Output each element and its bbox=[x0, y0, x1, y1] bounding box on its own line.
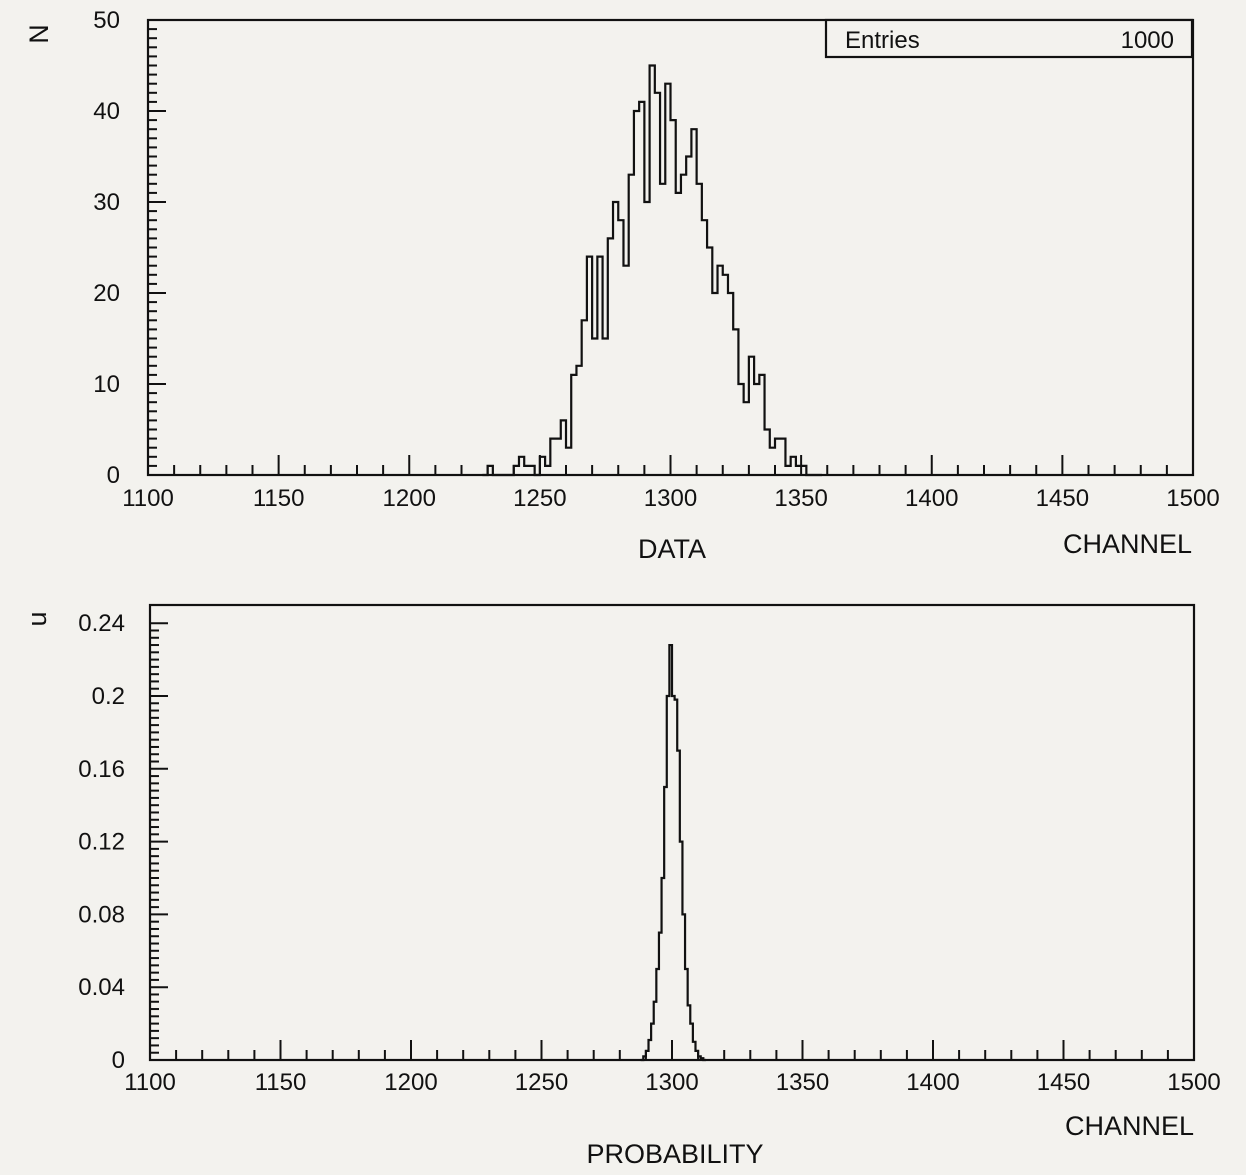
probability-histogram-panel: 1100 1150 1200 1250 1300 1350 1400 1450 1500 0 0.… bbox=[22, 603, 1221, 1169]
entries-value: 1000 bbox=[1121, 27, 1174, 54]
probability-x-tick-label: 1300 bbox=[645, 1069, 698, 1096]
probability-histogram-series bbox=[640, 643, 706, 1062]
probability-y-tick-label: 0.24 bbox=[78, 610, 125, 637]
probability-y-tick-label: 0 bbox=[112, 1047, 125, 1074]
entries-label: Entries bbox=[845, 27, 920, 54]
probability-y-tick-label: 0.16 bbox=[78, 756, 125, 783]
data-x-tick-label: 1450 bbox=[1036, 485, 1089, 512]
data-x-tick-label: 1200 bbox=[383, 485, 436, 512]
data-x-tick-label: 1300 bbox=[644, 485, 697, 512]
probability-x-tick-label: 1150 bbox=[255, 1069, 307, 1096]
entries-stats-box: Entries 1000 bbox=[824, 18, 1194, 59]
data-x-tick-label: 1150 bbox=[253, 485, 305, 512]
probability-y-ticks: 0 0.04 0.08 0.12 0.16 0.2 0.24 bbox=[78, 610, 168, 1074]
data-y-ticks: 0 10 20 30 40 50 bbox=[93, 7, 166, 489]
probability-x-tick-label: 1350 bbox=[776, 1069, 829, 1096]
data-x-axis-label: CHANNEL bbox=[1063, 529, 1192, 559]
probability-x-axis-label: CHANNEL bbox=[1065, 1111, 1194, 1141]
probability-x-tick-label: 1500 bbox=[1167, 1069, 1220, 1096]
probability-x-tick-label: 1200 bbox=[384, 1069, 437, 1096]
data-x-tick-label: 1500 bbox=[1166, 485, 1219, 512]
data-x-tick-label: 1400 bbox=[905, 485, 958, 512]
data-y-axis-label: N bbox=[24, 24, 54, 44]
data-y-tick-label: 50 bbox=[93, 7, 120, 34]
probability-y-tick-label: 0.12 bbox=[78, 829, 125, 856]
probability-x-tick-label: 1450 bbox=[1037, 1069, 1090, 1096]
data-y-tick-label: 40 bbox=[93, 98, 120, 125]
probability-y-tick-label: 0.2 bbox=[92, 683, 125, 710]
probability-panel-title: PROBABILITY bbox=[586, 1139, 763, 1169]
data-x-tick-label: 1100 bbox=[122, 485, 174, 512]
probability-y-axis-label: u bbox=[22, 611, 52, 626]
data-y-tick-label: 20 bbox=[93, 280, 120, 307]
probability-x-ticks: 1100 1150 1200 1250 1300 1350 1400 1450 1500 bbox=[124, 1040, 1221, 1096]
probability-x-tick-label: 1250 bbox=[515, 1069, 568, 1096]
probability-y-tick-label: 0.08 bbox=[78, 901, 125, 928]
data-x-tick-label: 1250 bbox=[513, 485, 566, 512]
probability-x-tick-label: 1400 bbox=[906, 1069, 959, 1096]
data-histogram-series bbox=[482, 64, 823, 477]
data-panel-title: DATA bbox=[638, 534, 706, 564]
probability-x-tick-label: 1100 bbox=[124, 1069, 176, 1096]
probability-y-tick-label: 0.04 bbox=[78, 974, 125, 1001]
data-x-ticks: 1100 1150 1200 1250 1300 1350 1400 1450 1500 bbox=[122, 455, 1220, 512]
data-histogram-panel: 1100 1150 1200 1250 1300 1350 1400 1450 1500 0 10… bbox=[24, 7, 1220, 564]
data-y-tick-label: 30 bbox=[93, 189, 120, 216]
data-y-tick-label: 0 bbox=[107, 462, 120, 489]
data-y-tick-label: 10 bbox=[93, 371, 120, 398]
data-x-tick-label: 1350 bbox=[774, 485, 827, 512]
